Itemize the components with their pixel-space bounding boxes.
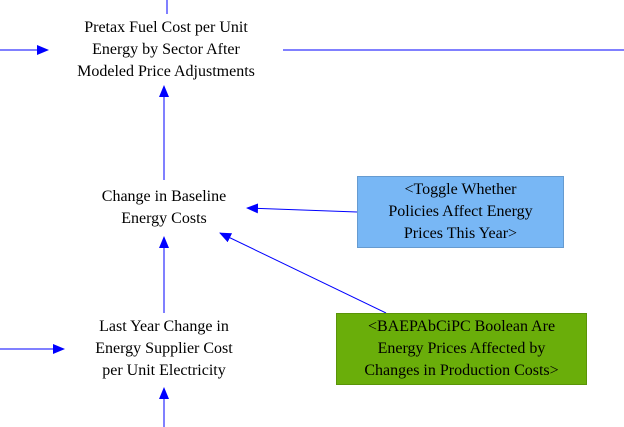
arrow-baepab-to-change — [219, 232, 387, 314]
node-label-line: Prices This Year> — [403, 225, 518, 242]
node-label-line: Energy Supplier Cost — [95, 340, 233, 357]
shadow-baepabcipc-boolean[interactable]: <BAEPAbCiPC Boolean Are Energy Prices Af… — [336, 313, 587, 385]
node-label-line: Change in Baseline — [101, 188, 227, 205]
node-label-line: <Toggle Whether — [404, 181, 517, 198]
node-label-line: Energy Prices Affected by — [377, 340, 546, 357]
node-last-year-change[interactable]: Last Year Change in Energy Supplier Cost… — [64, 316, 264, 382]
node-label-line: Policies Affect Energy — [388, 203, 533, 220]
shadow-toggle-policies[interactable]: <Toggle Whether Policies Affect Energy P… — [357, 176, 564, 248]
node-label-line: Changes in Production Costs> — [364, 362, 559, 379]
node-label-line: Energy by Sector After — [92, 41, 240, 58]
arrow-toggle-to-change — [246, 203, 358, 214]
node-label-line: <BAEPAbCiPC Boolean Are — [367, 318, 556, 335]
node-label-line: Modeled Price Adjustments — [77, 63, 255, 80]
node-pretax-fuel-cost[interactable]: Pretax Fuel Cost per Unit Energy by Sect… — [50, 17, 282, 83]
node-label-line: Pretax Fuel Cost per Unit — [84, 19, 248, 36]
node-label-line: per Unit Electricity — [102, 362, 226, 379]
node-change-in-baseline[interactable]: Change in Baseline Energy Costs — [74, 186, 254, 230]
node-label-line: Last Year Change in — [99, 318, 229, 335]
node-label-line: Energy Costs — [121, 210, 207, 227]
